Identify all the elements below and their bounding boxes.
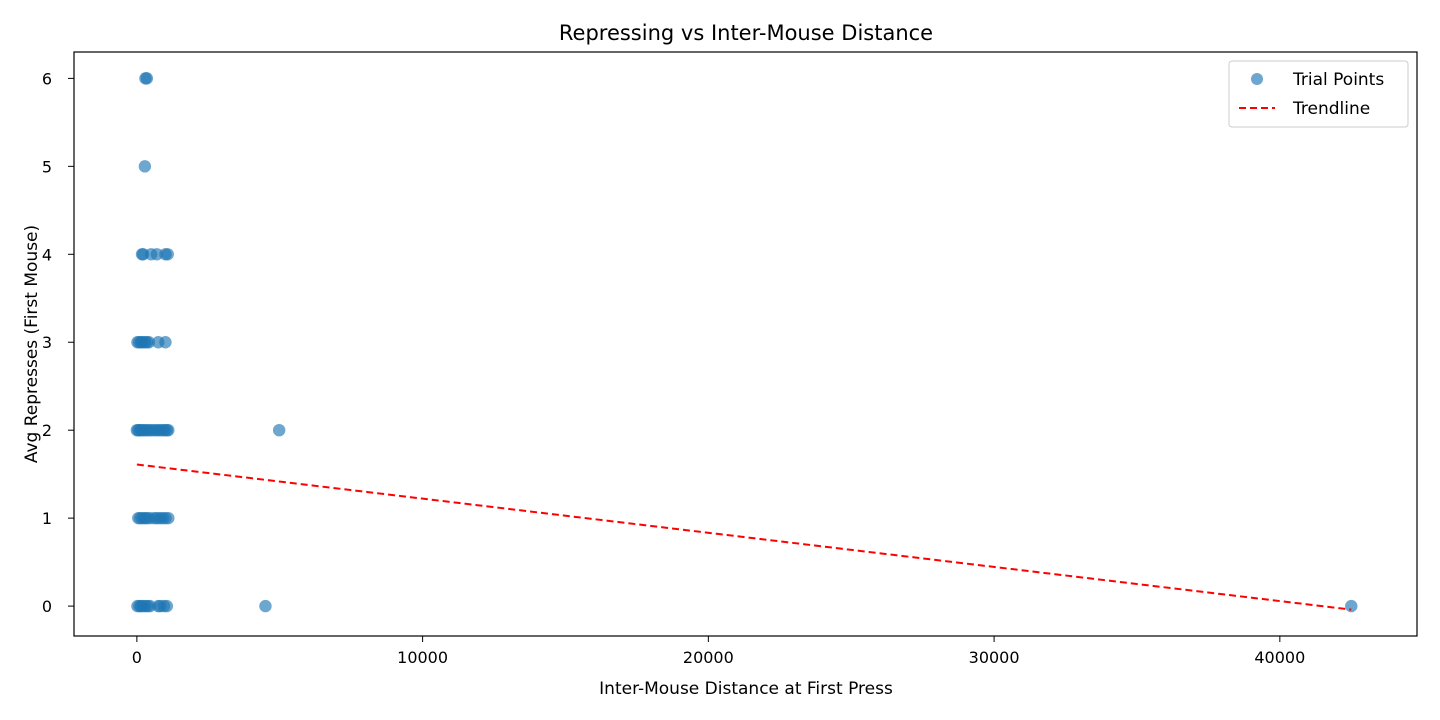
- y-axis-label: Avg Represses (First Mouse): [22, 225, 42, 463]
- x-tick-label: 20000: [683, 648, 734, 667]
- data-point: [1345, 599, 1358, 613]
- x-tick-label: 40000: [1254, 648, 1305, 667]
- data-point: [138, 160, 152, 173]
- data-point: [150, 248, 164, 261]
- x-tick-label: 30000: [969, 648, 1020, 667]
- y-tick-label: 4: [42, 245, 52, 264]
- y-tick-label: 6: [42, 69, 52, 88]
- chart-title: Repressing vs Inter-Mouse Distance: [559, 21, 933, 45]
- data-point: [160, 599, 174, 613]
- data-point: [162, 511, 175, 525]
- y-tick-label: 5: [42, 157, 52, 176]
- x-tick-label: 0: [132, 648, 142, 667]
- x-tick-label: 10000: [397, 648, 448, 667]
- data-point: [140, 72, 154, 85]
- data-point: [259, 599, 272, 613]
- legend-marker-trial-points: [1251, 73, 1263, 85]
- data-point: [161, 248, 174, 261]
- data-point: [272, 423, 286, 437]
- legend-label-trendline: Trendline: [1292, 99, 1370, 119]
- x-axis: 0 10000 20000 30000 40000: [132, 636, 1305, 667]
- y-tick-label: 3: [42, 333, 52, 352]
- legend-label-trial-points: Trial Points: [1292, 70, 1384, 90]
- data-point: [159, 336, 172, 349]
- trendline: [136, 463, 1352, 611]
- legend-box: [1228, 60, 1409, 128]
- y-tick-label: 1: [42, 509, 52, 528]
- data-point: [142, 336, 156, 349]
- y-tick-label: 0: [42, 597, 52, 616]
- plot-frame: [73, 51, 1418, 637]
- y-axis: 0 1 2 3 4 5 6: [42, 69, 74, 616]
- legend: Trial Points Trendline: [1228, 60, 1409, 128]
- x-axis-label: Inter-Mouse Distance at First Press: [599, 679, 893, 699]
- data-point: [162, 423, 175, 437]
- y-tick-label: 2: [42, 421, 52, 440]
- plot-area: [130, 72, 1358, 613]
